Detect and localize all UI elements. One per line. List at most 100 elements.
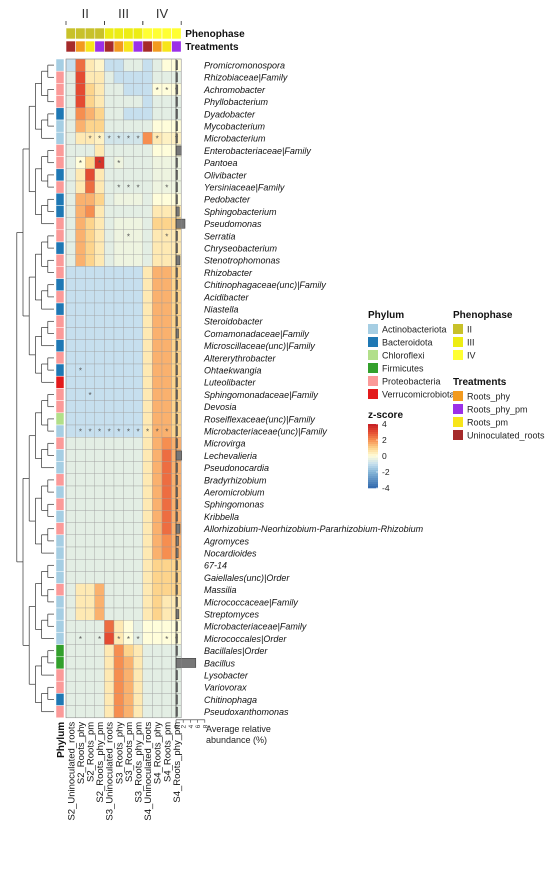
heatmap-cell [123, 681, 134, 694]
heatmap-cell [142, 119, 153, 133]
heatmap-cell [152, 705, 163, 718]
phylum-cell [55, 168, 65, 182]
heatmap-cell [142, 217, 153, 230]
treatments-legend-swatch [453, 430, 463, 440]
phylum-cell [55, 205, 65, 218]
heatmap-cell [142, 144, 153, 157]
treatments-legend-label: Roots_pm [467, 418, 508, 428]
heatmap-cell [94, 400, 105, 413]
column-label: S4_Roots_phy [153, 722, 164, 785]
heatmap-cell [142, 229, 153, 243]
phylum-cell [55, 436, 65, 450]
heatmap-cell [123, 71, 134, 84]
taxon-label: Microbacteriaceae|Family [204, 622, 307, 632]
heatmap-cell [104, 632, 115, 645]
heatmap-cell [133, 534, 143, 548]
heatmap-cell [104, 559, 115, 572]
heatmap-cell [65, 83, 76, 96]
significance-star: * [108, 135, 111, 144]
heatmap-cell [75, 107, 86, 121]
phylum-cell [55, 693, 65, 706]
zscore-gradient-segment [368, 478, 378, 481]
heatmap-cell [94, 449, 105, 462]
heatmap-cell [104, 58, 115, 72]
heatmap-cell [94, 693, 105, 706]
heatmap-cell [113, 217, 124, 230]
significance-star: * [88, 391, 91, 400]
heatmap-cell [85, 144, 95, 157]
significance-star: * [127, 184, 130, 193]
phylum-cell [55, 339, 65, 353]
heatmap-cell [94, 254, 105, 267]
heatmap-cell [75, 71, 86, 84]
heatmap-cell [85, 522, 95, 535]
heatmap-cell [85, 644, 95, 657]
phylum-cell [55, 278, 65, 292]
significance-star: * [79, 367, 82, 376]
heatmap-cell [75, 510, 86, 523]
heatmap-cell [94, 205, 105, 218]
heatmap-cell [152, 559, 163, 572]
heatmap-cell [113, 534, 124, 548]
heatmap-cell [161, 351, 172, 365]
heatmap-cell [85, 217, 95, 230]
heatmap-cell [65, 302, 76, 316]
heatmap-cell [123, 217, 134, 230]
column-label: S3_Roots_phy_pm [134, 722, 145, 803]
heatmap-cell [94, 485, 105, 499]
abundance-tick-label: 8 [202, 724, 209, 728]
heatmap-cell [85, 302, 95, 316]
heatmap-cell [152, 363, 163, 377]
heatmap-cell [94, 217, 105, 230]
heatmap-cell [85, 595, 95, 609]
heatmap-cell [75, 266, 86, 279]
heatmap-cell [152, 351, 163, 365]
heatmap-cell [161, 132, 172, 145]
heatmap-cell [161, 156, 172, 169]
heatmap-cell [152, 534, 163, 548]
heatmap-cell [75, 119, 86, 133]
treatment-cell [75, 40, 86, 53]
taxon-label: Achromobacter [203, 85, 266, 95]
taxon-label: Bacillales|Order [204, 646, 268, 656]
heatmap-cell [142, 351, 153, 365]
heatmap-cell [75, 595, 86, 609]
zscore-gradient-segment [368, 438, 378, 441]
heatmap-cell [104, 107, 115, 121]
heatmap-cell [113, 339, 124, 352]
heatmap-cell [75, 473, 86, 487]
taxon-label: Devosia [204, 402, 237, 412]
heatmap-cell [113, 485, 124, 499]
heatmap-cell [152, 217, 163, 230]
heatmap-cell [161, 546, 172, 560]
heatmap-cell [133, 83, 143, 96]
phenophase-cell [84, 27, 96, 40]
heatmap-cell [142, 705, 153, 718]
heatmap-cell [152, 632, 163, 645]
significance-star: * [98, 635, 101, 644]
heatmap-cell [133, 58, 143, 72]
heatmap-cell [94, 229, 105, 243]
treatment-cell [94, 40, 105, 53]
phylum-legend-swatch [368, 350, 378, 360]
taxon-label: Phyllobacterium [204, 97, 269, 107]
taxon-label: Stenotrophomonas [204, 256, 281, 266]
heatmap-cell [104, 437, 115, 450]
heatmap-cell [123, 339, 134, 352]
heatmap-cell [161, 363, 172, 377]
heatmap-cell [133, 327, 143, 340]
taxon-label: Acidibacter [203, 292, 250, 302]
phylum-cell [55, 546, 65, 560]
heatmap-cell [85, 400, 95, 413]
heatmap-cell [85, 58, 95, 72]
heatmap-cell [161, 705, 172, 718]
phenophase-cell [142, 27, 153, 40]
heatmap-cell [161, 620, 172, 633]
heatmap-cell [94, 668, 105, 682]
phylum-legend-swatch [368, 337, 378, 347]
heatmap-cell [113, 412, 124, 426]
heatmap-cell [161, 388, 172, 401]
taxon-label: Niastella [204, 305, 239, 315]
heatmap-cell [94, 607, 105, 621]
